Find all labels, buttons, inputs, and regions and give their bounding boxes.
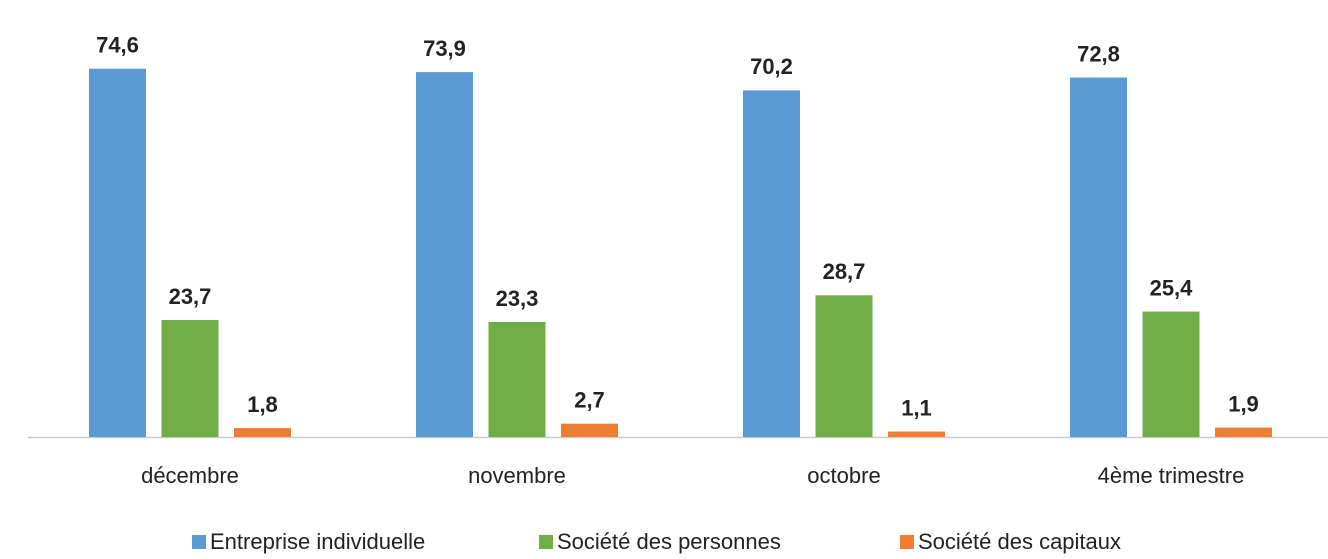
legend-label: Entreprise individuelle — [210, 529, 425, 554]
x-tick-label: décembre — [141, 463, 239, 488]
value-label: 72,8 — [1077, 41, 1120, 66]
value-label: 73,9 — [423, 36, 466, 61]
bar — [743, 90, 800, 437]
x-tick-label: 4ème trimestre — [1098, 463, 1245, 488]
value-label: 23,3 — [496, 286, 539, 311]
value-label: 74,6 — [96, 32, 139, 57]
legend-swatch — [539, 535, 553, 549]
value-label: 28,7 — [823, 259, 866, 284]
bar — [488, 321, 546, 437]
legend-label: Société des capitaux — [918, 529, 1121, 554]
bar — [89, 68, 146, 437]
bar — [561, 423, 618, 437]
legend-label: Société des personnes — [557, 529, 781, 554]
bar — [1070, 77, 1127, 438]
legend-swatch — [900, 535, 914, 549]
value-label: 1,8 — [247, 392, 278, 417]
value-label: 2,7 — [574, 387, 605, 412]
x-tick-label: novembre — [468, 463, 566, 488]
value-label: 1,1 — [901, 395, 932, 420]
value-label: 1,9 — [1228, 391, 1259, 416]
bar — [161, 319, 219, 437]
bar — [1215, 427, 1272, 437]
value-label: 23,7 — [169, 284, 212, 309]
value-label: 70,2 — [750, 54, 793, 79]
bar — [888, 431, 945, 437]
bar — [815, 295, 873, 437]
value-label: 25,4 — [1150, 275, 1194, 300]
bar — [416, 72, 473, 438]
bar — [234, 428, 291, 437]
x-tick-label: octobre — [807, 463, 880, 488]
bar — [1142, 311, 1200, 437]
legend-swatch — [192, 535, 206, 549]
